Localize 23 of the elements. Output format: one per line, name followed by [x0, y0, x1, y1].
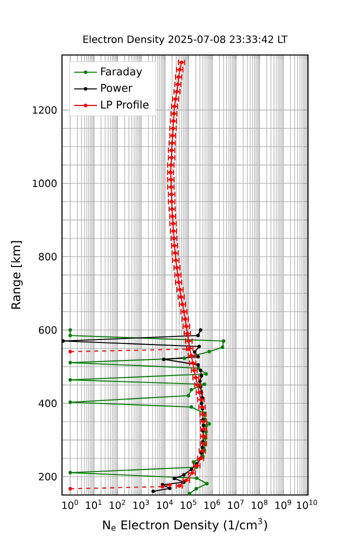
x-tick-label: 10$^{1}$ — [86, 500, 102, 509]
y-tick-label: 400 — [38, 400, 57, 408]
x-tick-label: 10$^{7}$ — [228, 500, 244, 509]
x-tick-label: 10$^{0}$ — [62, 500, 78, 510]
y-tick-label: 600 — [38, 326, 57, 334]
x-tick-label: 10$^{6}$ — [204, 500, 220, 510]
y-tick-label: 200 — [38, 472, 57, 480]
legend-label: Power — [101, 84, 132, 92]
x-axis-title: N$_{e}$ Electron Density (1/cm$^{3}$) — [103, 518, 267, 532]
legend-label: Faraday — [101, 67, 142, 78]
y-axis-title: Range [km] — [11, 241, 23, 309]
y-tick-label: 1000 — [32, 180, 57, 188]
x-tick-label: 10$^{5}$ — [180, 500, 196, 509]
x-tick-label: 10$^{4}$ — [157, 500, 173, 509]
x-tick-label: 10$^{2}$ — [110, 500, 126, 510]
legend-label: LP Profile — [101, 100, 149, 109]
y-tick-label: 1200 — [32, 106, 57, 114]
x-tick-label: 10$^{8}$ — [252, 500, 268, 510]
y-tick-label: 800 — [38, 252, 57, 260]
chart-title: Electron Density 2025-07-08 23:33:42 LT — [83, 35, 288, 45]
x-tick-label: 10$^{10}$ — [296, 500, 318, 510]
x-tick-label: 10$^{3}$ — [133, 500, 149, 510]
x-tick-label: 10$^{9}$ — [276, 500, 292, 510]
